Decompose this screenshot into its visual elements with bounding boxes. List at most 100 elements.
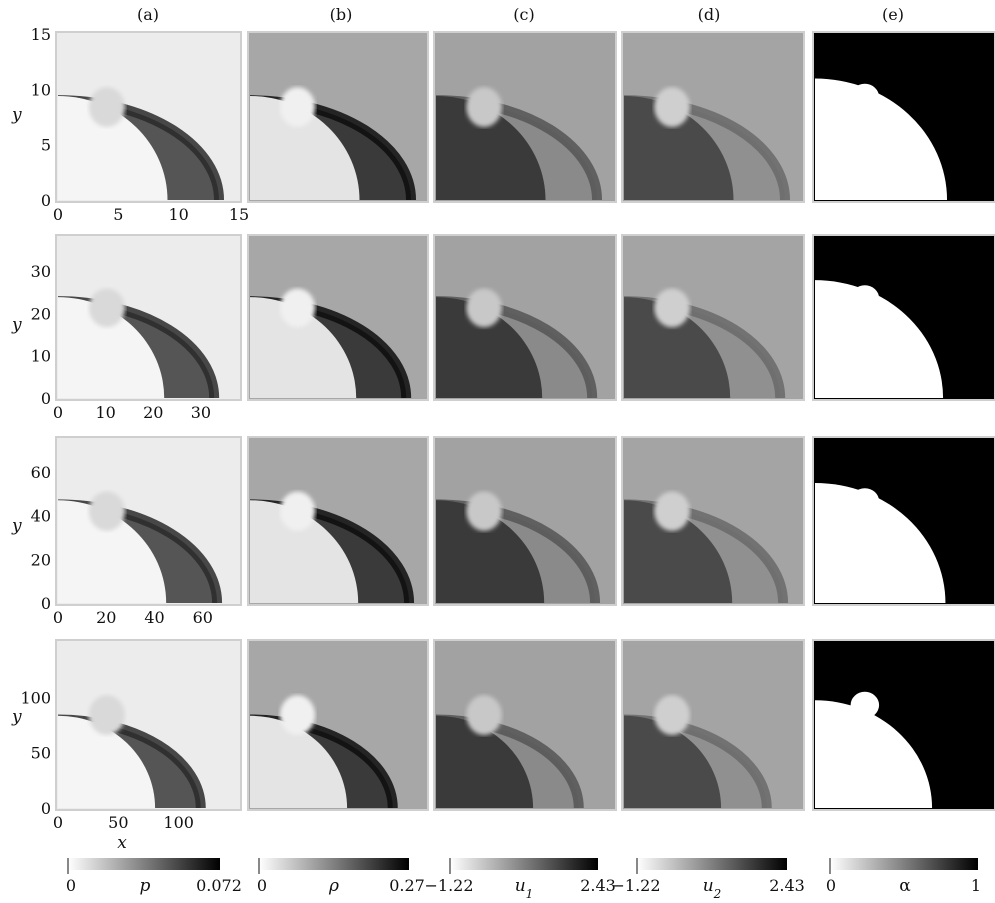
panel-r4-c5 <box>812 639 995 811</box>
x-tick-label: 40 <box>144 608 164 627</box>
x-tick-label: 20 <box>143 403 163 422</box>
x-axis-label: x <box>117 833 127 853</box>
inner-region <box>436 297 543 398</box>
colorbar-u2-min-label: −1.22 <box>611 876 660 895</box>
colorbar-alpha: 0 α 1 <box>826 858 981 896</box>
vortex-bubble <box>279 491 316 531</box>
colorbar-rho-max-label: 0.27 <box>389 876 425 895</box>
x-tick-label: 100 <box>163 813 194 832</box>
column-label-c: (c) <box>513 5 534 24</box>
inner-region <box>624 95 734 200</box>
inner-region <box>624 297 731 398</box>
x-tick-label: 30 <box>191 403 211 422</box>
panel-r3-c2 <box>247 436 429 606</box>
inner-region <box>58 715 156 808</box>
inner-region <box>250 500 359 603</box>
y-tick-label: 5 <box>41 136 51 155</box>
x-tick-label: 10 <box>168 205 188 224</box>
y-tick-label: 40 <box>31 507 51 526</box>
vortex-bubble <box>654 87 690 127</box>
x-tick-label: 5 <box>113 205 123 224</box>
inner-region <box>624 715 722 808</box>
y-tick-label: 0 <box>41 594 51 613</box>
vortex-bubble <box>466 695 502 735</box>
y-tick-label: 100 <box>20 688 51 707</box>
colorbar-u2-gradient <box>637 858 787 870</box>
inner-region <box>436 95 546 200</box>
colorbar-alpha-variable: α <box>899 876 911 896</box>
material-roll-up <box>850 83 880 111</box>
colorbar-alpha-max-label: 1 <box>971 876 981 895</box>
panel-r2-c1 <box>55 234 242 401</box>
material-roll-up <box>850 488 880 515</box>
inner-region <box>58 95 168 200</box>
x-tick-label: 10 <box>95 403 115 422</box>
panel-r2-c5 <box>812 234 995 401</box>
colorbar-rho-gradient <box>259 858 409 870</box>
x-tick-label: 15 <box>229 205 249 224</box>
y-tick-label: 0 <box>41 191 51 210</box>
x-tick-label: 20 <box>96 608 116 627</box>
vortex-bubble <box>88 87 125 127</box>
inner-region <box>250 297 357 398</box>
panel-r2-c4 <box>621 234 805 401</box>
y-tick-label: 0 <box>41 389 51 408</box>
colorbars: 0 p 0.072 0 ρ 0.27 −1.22 u1 2.43 −1.22 u… <box>66 858 981 901</box>
y-tick-label: 30 <box>31 262 51 281</box>
colorbar-p-min-label: 0 <box>66 876 76 895</box>
material-roll-up <box>850 285 880 312</box>
vortex-bubble <box>279 87 316 127</box>
y-axis-label-row2: y <box>11 315 22 335</box>
inner-region <box>58 297 165 398</box>
colorbar-u1-min-label: −1.22 <box>424 876 473 895</box>
colorbar-p-gradient <box>68 858 220 870</box>
colorbar-alpha-min-label: 0 <box>826 876 836 895</box>
colorbar-u2-max-label: 2.43 <box>769 876 805 895</box>
y-axis-labels: y y y y <box>11 105 22 727</box>
inner-region <box>436 500 545 603</box>
panel-r1-c4 <box>621 31 805 203</box>
panel-r2-c3 <box>433 234 617 401</box>
x-tick-label: 0 <box>53 403 63 422</box>
colorbar-p-max-label: 0.072 <box>196 876 242 895</box>
panel-r4-c1 <box>55 639 242 811</box>
vortex-bubble <box>654 491 690 531</box>
vortex-bubble <box>279 288 316 328</box>
x-tick-label: 0 <box>53 608 63 627</box>
panel-r3-c1 <box>55 436 242 606</box>
column-label-d: (d) <box>698 5 721 24</box>
colorbar-p-variable: p <box>140 876 151 896</box>
inner-region <box>58 500 167 603</box>
y-tick-label: 20 <box>31 550 51 569</box>
vortex-bubble <box>88 695 125 735</box>
vortex-bubble <box>466 288 502 328</box>
y-tick-label: 10 <box>31 80 51 99</box>
colorbar-u1-gradient <box>450 858 598 870</box>
colorbar-p: 0 p 0.072 <box>66 858 242 896</box>
y-axis-label-row4: y <box>11 707 22 727</box>
vortex-bubble <box>466 491 502 531</box>
panel-r4-c2 <box>247 639 429 811</box>
colorbar-u1: −1.22 u1 2.43 <box>424 858 616 901</box>
inner-region <box>250 715 348 808</box>
vortex-bubble <box>88 288 125 328</box>
x-tick-label: 60 <box>193 608 213 627</box>
y-tick-label: 15 <box>31 25 51 44</box>
vortex-bubble <box>88 491 125 531</box>
vortex-bubble <box>654 288 690 328</box>
y-axis-label-row3: y <box>11 516 22 536</box>
colorbar-rho-variable: ρ <box>328 876 339 896</box>
colorbar-alpha-gradient <box>830 858 978 870</box>
panel-r2-c2 <box>247 234 429 401</box>
vortex-bubble <box>654 695 690 735</box>
panel-r1-c2 <box>247 31 429 203</box>
panel-grid <box>55 31 995 811</box>
x-tick-label: 0 <box>53 205 63 224</box>
y-axis-label-row1: y <box>11 105 22 125</box>
panel-r1-c1 <box>55 31 242 203</box>
material-region <box>815 78 948 200</box>
inner-region <box>436 715 534 808</box>
panel-r4-c4 <box>621 639 805 811</box>
colorbar-rho: 0 ρ 0.27 <box>257 858 425 896</box>
y-tick-label: 0 <box>41 799 51 818</box>
